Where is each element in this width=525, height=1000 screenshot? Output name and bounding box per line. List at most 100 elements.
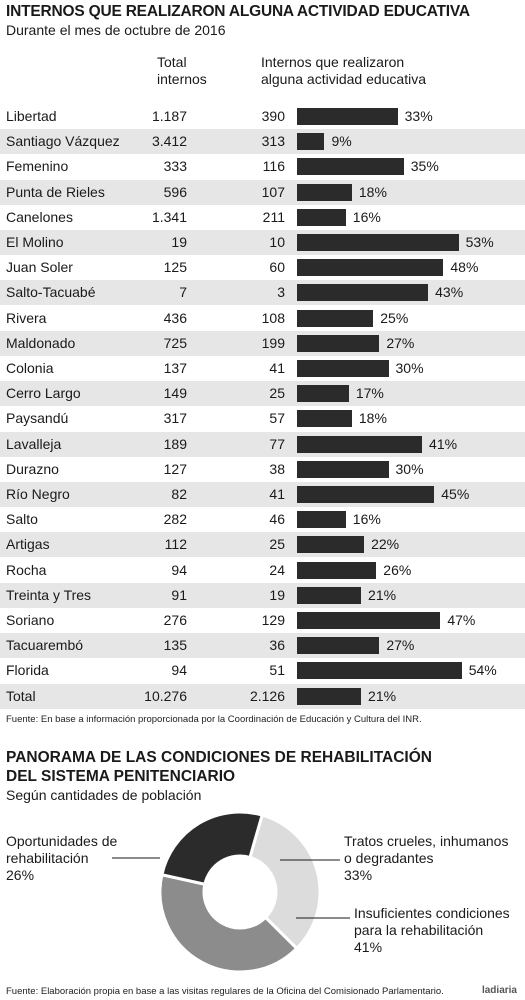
pie-title-line-1: PANORAMA DE LAS CONDICIONES DE REHABILIT…	[6, 749, 432, 766]
table-row: Canelones 1.341 211 16%	[0, 205, 525, 230]
row-percentage: 30%	[395, 460, 424, 477]
row-name: Artigas	[6, 536, 50, 553]
table-row: Lavalleja 189 77 41%	[0, 431, 525, 457]
row-educativa: 10	[269, 234, 285, 250]
row-name: Cerro Largo	[6, 385, 81, 402]
column-header-educativa: Internos que realizaron alguna actividad…	[261, 54, 427, 87]
row-bar	[297, 234, 459, 251]
row-percentage: 9%	[331, 133, 352, 150]
row-bar	[297, 586, 362, 604]
table-row: Salto 282 46 16%	[0, 507, 525, 532]
row-total: 10.276	[144, 687, 187, 704]
row-total: 125	[163, 259, 187, 276]
row-educativa: 19	[269, 586, 285, 603]
row-bar	[297, 687, 362, 705]
row-percentage: 16%	[352, 208, 381, 225]
pie-label-insuficientes-line-1: Insuficientes condiciones	[354, 905, 510, 921]
row-percentage: 21%	[368, 586, 397, 603]
row-percentage: 22%	[371, 536, 400, 553]
row-educativa: 24	[269, 561, 285, 578]
row-name: Río Negro	[6, 486, 70, 502]
row-total: 282	[163, 511, 187, 528]
row-total: 3.412	[151, 133, 187, 150]
row-name: Total	[6, 687, 36, 704]
row-educativa: 313	[261, 133, 285, 150]
row-total: 1.341	[151, 208, 187, 225]
row-bar	[297, 637, 380, 655]
row-educativa: 199	[261, 334, 285, 351]
row-total: 276	[163, 612, 187, 628]
row-percentage: 53%	[465, 234, 494, 250]
pie-slice-oportunidades	[160, 810, 264, 887]
table-row: Santiago Vázquez 3.412 313 9%	[0, 129, 525, 155]
row-name: Treinta y Tres	[6, 586, 92, 603]
row-percentage: 47%	[447, 612, 476, 628]
table-row: Río Negro 82 41 45%	[0, 482, 525, 507]
table-source: Fuente: En base a información proporcion…	[6, 714, 422, 725]
row-name: Santiago Vázquez	[6, 133, 120, 150]
row-percentage: 48%	[450, 259, 479, 276]
row-bar	[297, 561, 377, 579]
row-total: 94	[171, 662, 187, 679]
row-bar	[297, 183, 352, 201]
row-percentage: 26%	[383, 561, 412, 578]
row-bar	[297, 208, 346, 226]
row-percentage: 16%	[352, 511, 381, 528]
row-name: Libertad	[6, 108, 57, 124]
row-total: 149	[163, 385, 187, 402]
row-total: 725	[163, 334, 187, 351]
row-total: 94	[171, 561, 187, 578]
table-row: Colonia 137 41 30%	[0, 356, 525, 381]
pie-subtitle: Según cantidades de población	[6, 787, 202, 803]
row-educativa: 25	[269, 385, 285, 402]
row-educativa: 41	[269, 486, 285, 502]
row-educativa: 2.126	[249, 687, 285, 704]
pie-source: Fuente: Elaboración propia en base a las…	[6, 986, 444, 997]
pie-label-insuficientes: Insuficientes condiciones para la rehabi…	[354, 905, 510, 956]
table-row: Paysandú 317 57 18%	[0, 406, 525, 431]
row-bar	[297, 511, 346, 529]
table-row: Rivera 436 108 25%	[0, 306, 525, 331]
pie-label-oportunidades: Oportunidades de rehabilitación 26%	[6, 833, 117, 884]
row-educativa: 116	[262, 158, 285, 175]
row-percentage: 35%	[410, 158, 439, 175]
table-row: El Molino 19 10 53%	[0, 230, 525, 255]
table-row: Soriano 276 129 47%	[0, 608, 525, 633]
table-row: Artigas 112 25 22%	[0, 532, 525, 558]
row-name: Maldonado	[6, 334, 76, 351]
row-educativa: 390	[261, 108, 285, 124]
row-percentage: 54%	[468, 662, 497, 679]
chart-title: INTERNOS QUE REALIZARON ALGUNA ACTIVIDAD…	[6, 3, 470, 20]
row-percentage: 25%	[380, 309, 409, 326]
pie-slice-insuficientes	[158, 872, 299, 974]
pie-slice-tratos	[248, 813, 322, 951]
row-name: Canelones	[6, 208, 73, 225]
row-total: 317	[163, 410, 187, 427]
row-name: Rivera	[6, 309, 47, 326]
pie-label-oportunidades-value: 26%	[6, 867, 35, 883]
brand-logo: ladiaria	[481, 985, 517, 996]
row-name: Femenino	[6, 158, 69, 175]
row-total: 436	[163, 309, 187, 326]
row-educativa: 41	[269, 360, 285, 376]
row-name: Rocha	[6, 561, 47, 578]
row-total: 137	[163, 360, 187, 376]
table-row: Treinta y Tres 91 19 21%	[0, 582, 525, 608]
row-educativa: 108	[261, 309, 285, 326]
table-row: Salto-Tacuabé 7 3 43%	[0, 280, 525, 306]
row-educativa: 36	[269, 637, 285, 654]
row-bar	[297, 410, 352, 428]
table-row: Rocha 94 24 26%	[0, 558, 525, 583]
pie-title: PANORAMA DE LAS CONDICIONES DE REHABILIT…	[6, 748, 432, 786]
row-percentage: 27%	[386, 637, 415, 654]
row-percentage: 43%	[435, 284, 464, 301]
row-bar	[297, 612, 441, 629]
row-bar	[297, 334, 380, 352]
row-total: 596	[163, 183, 187, 200]
row-total: 7	[179, 284, 187, 301]
row-educativa: 46	[269, 511, 285, 528]
row-educativa: 38	[269, 460, 285, 477]
row-percentage: 45%	[441, 486, 470, 502]
table-row: Total 10.276 2.126 21%	[0, 683, 525, 709]
row-bar	[297, 662, 462, 680]
